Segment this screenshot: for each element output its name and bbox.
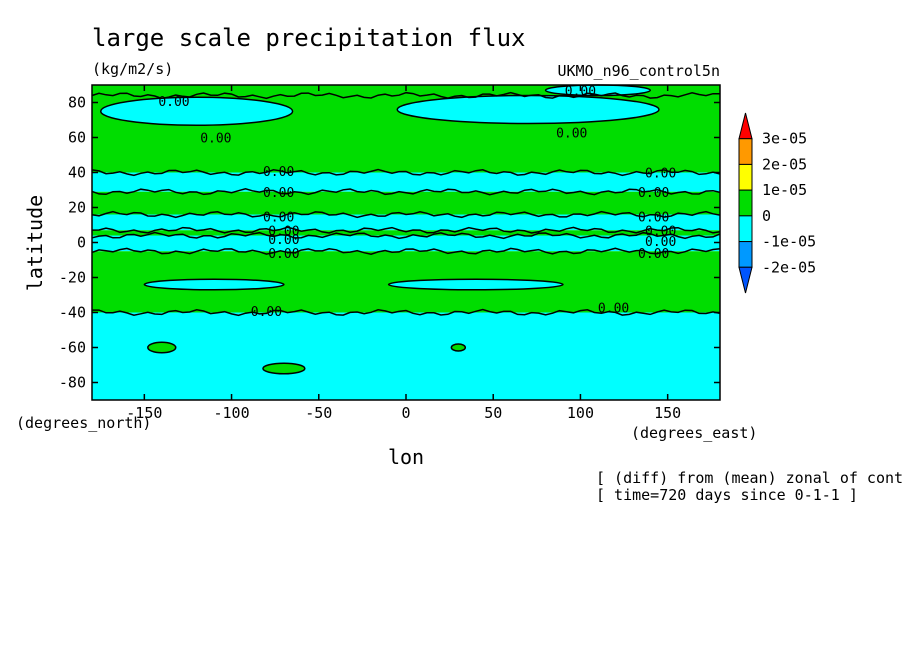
contour-label-17: 0.00 <box>598 301 629 316</box>
contour-line-1 <box>91 168 721 177</box>
fill-patch-3 <box>143 278 285 291</box>
colorbar-label-0: 3e-05 <box>762 130 807 148</box>
x-tick-label-1: -100 <box>213 404 249 422</box>
contour-label-5: 0.00 <box>263 186 294 201</box>
units-label: (kg/m2/s) <box>92 60 173 78</box>
fill-patch-6 <box>262 362 306 375</box>
fill-patch-7 <box>450 343 467 352</box>
contour-line-2 <box>91 188 721 196</box>
x-tick-label-3: 0 <box>401 404 410 422</box>
footer-line-1: [ (diff) from (mean) zonal of control ] <box>596 469 904 487</box>
y-tick-label-3: 20 <box>68 199 86 217</box>
fill-patch-2 <box>544 84 651 97</box>
colorbar-label-3: 0 <box>762 207 771 225</box>
colorbar-segment-2 <box>738 163 753 191</box>
y-tick-label-1: 60 <box>68 129 86 147</box>
contour-label-3: 0.00 <box>556 126 587 141</box>
contour-label-13: 0.00 <box>645 235 676 250</box>
fill-band-8 <box>92 312 720 400</box>
fill-patch-4 <box>387 278 564 291</box>
contour-lines <box>91 91 721 317</box>
contour-label-9: 0.00 <box>638 210 669 225</box>
footer-line-2: [ time=720 days since 0-1-1 ] <box>596 486 858 504</box>
fill-band-3 <box>92 191 720 215</box>
y-axis-title: latitude <box>23 195 47 291</box>
contour-label-6: 0.00 <box>645 167 676 182</box>
y-tick-label-2: 40 <box>68 164 86 182</box>
colorbar: 3e-05 2e-05 1e-05 0 -1e-05 -2e-05 <box>738 112 816 294</box>
y-unit-label: (degrees_north) <box>16 414 151 432</box>
fill-patch-0 <box>99 96 294 126</box>
colorbar-segment-4 <box>738 215 753 243</box>
fill-patch-5 <box>147 341 177 354</box>
colorbar-segment-5 <box>738 241 753 268</box>
x-tick-label-6: 150 <box>654 404 681 422</box>
contour-label-7: 0.00 <box>638 186 669 201</box>
contour-label-1: 0.00 <box>200 132 231 147</box>
contour-label-10: 0.00 <box>268 224 299 239</box>
x-tick-label-4: 50 <box>484 404 502 422</box>
colorbar-segment-1 <box>738 138 753 165</box>
contour-label-16: 0.00 <box>251 305 282 320</box>
x-tick-label-2: -50 <box>305 404 332 422</box>
contour-label-2: 0.00 <box>565 84 596 99</box>
x-tick-label-0: -150 <box>126 404 162 422</box>
y-tick-label-5: -20 <box>59 269 86 287</box>
contour-line-3 <box>91 210 721 219</box>
colorbar-label-2: 1e-05 <box>762 181 807 199</box>
fill-band-2 <box>92 172 720 192</box>
y-tick-label-8: -80 <box>59 374 86 392</box>
contour-label-11: 0.00 <box>268 233 299 248</box>
contour-label-0: 0.00 <box>158 95 189 110</box>
x-axis: -150 -100 -50 0 50 100 150 <box>126 85 681 422</box>
y-tick-label-4: 0 <box>77 234 86 252</box>
contour-fill-patches <box>99 84 660 375</box>
contour-label-4: 0.00 <box>263 165 294 180</box>
contour-label-8: 0.00 <box>263 210 294 225</box>
x-tick-label-5: 100 <box>567 404 594 422</box>
colorbar-label-4: -1e-05 <box>762 233 816 251</box>
contour-line-0 <box>91 91 721 100</box>
x-axis-title: lon <box>388 445 424 469</box>
fill-patch-1 <box>396 94 660 125</box>
colorbar-segment-0 <box>738 112 753 140</box>
chart-title: large scale precipitation flux <box>92 24 525 52</box>
colorbar-label-1: 2e-05 <box>762 155 807 173</box>
fill-band-4 <box>92 214 720 231</box>
contour-line-5 <box>91 231 721 240</box>
contour-label-14: 0.00 <box>268 247 299 262</box>
y-tick-label-7: -60 <box>59 339 86 357</box>
x-unit-label: (degrees_east) <box>631 424 757 442</box>
fill-band-5 <box>92 230 720 236</box>
contour-fill-bands <box>92 85 720 400</box>
contour-label-15: 0.00 <box>638 247 669 262</box>
y-axis: 80 60 40 20 0 -20 -40 -60 -80 <box>59 94 720 392</box>
colorbar-segment-6 <box>738 266 753 294</box>
fill-band-6 <box>92 235 720 252</box>
contour-label-12: 0.00 <box>645 224 676 239</box>
contour-line-6 <box>91 247 721 255</box>
y-tick-label-0: 80 <box>68 94 86 112</box>
colorbar-segment-3 <box>738 189 753 217</box>
colorbar-label-5: -2e-05 <box>762 258 816 276</box>
y-tick-label-6: -40 <box>59 304 86 322</box>
contour-labels: 0.000.000.000.000.000.000.000.000.00 0.00… <box>158 84 676 320</box>
contour-line-7 <box>92 308 721 317</box>
dataset-label: UKMO_n96_control5n <box>557 62 720 80</box>
contour-line-4 <box>91 226 721 234</box>
